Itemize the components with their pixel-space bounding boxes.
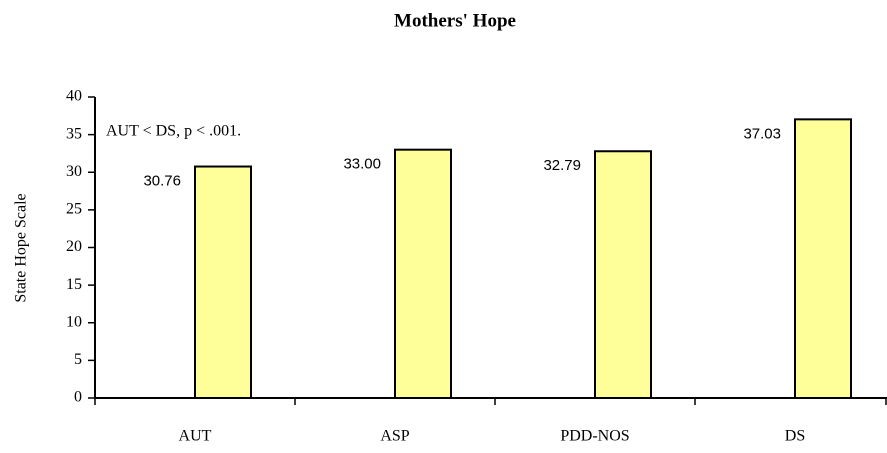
y-axis-label: State Hope Scale <box>13 193 30 302</box>
x-tick-label: AUT <box>179 428 212 445</box>
annotation: AUT < DS, p < .001. <box>106 123 241 140</box>
bar <box>794 118 852 400</box>
value-label: 30.76 <box>143 172 181 189</box>
bar <box>394 148 452 399</box>
value-label: 32.79 <box>543 157 581 174</box>
y-tick-label: 10 <box>66 313 82 330</box>
y-tick-label: 5 <box>74 351 82 368</box>
x-tick-label: ASP <box>380 428 409 445</box>
y-tick-label: 30 <box>66 163 82 180</box>
bar <box>194 165 252 399</box>
y-tick-label: 0 <box>74 389 82 406</box>
value-label: 33.00 <box>343 156 381 173</box>
y-tick-label: 20 <box>66 238 82 255</box>
bar <box>594 150 652 399</box>
x-tick-label: PDD-NOS <box>560 428 629 445</box>
chart-title: Mothers' Hope <box>394 10 516 31</box>
value-label: 37.03 <box>743 125 781 142</box>
x-tick-label: DS <box>785 428 805 445</box>
y-tick-label: 25 <box>66 201 82 218</box>
y-tick-label: 35 <box>66 125 82 142</box>
y-tick-label: 40 <box>66 88 82 105</box>
y-tick-label: 15 <box>66 276 82 293</box>
